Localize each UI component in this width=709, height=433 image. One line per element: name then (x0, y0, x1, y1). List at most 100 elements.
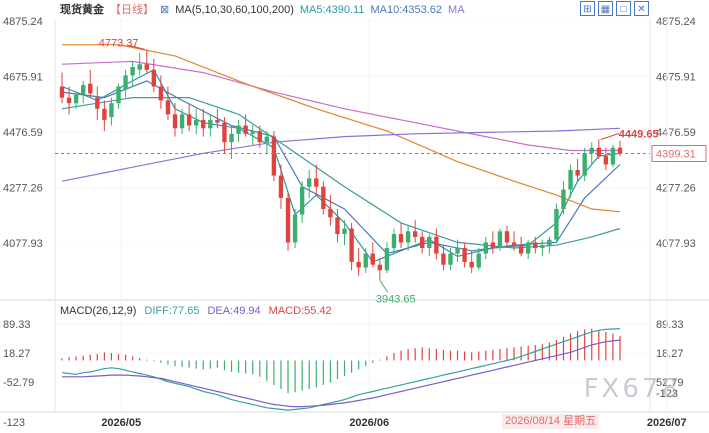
candle-up (455, 247, 460, 254)
candle-up (123, 75, 128, 90)
high-pointer (128, 44, 145, 50)
price-tick-left: 4875.24 (3, 16, 43, 28)
candle-down (518, 245, 524, 254)
candle-up (116, 86, 121, 104)
macd-tick-left: 18.27 (3, 348, 31, 360)
x-tick-label: 2026/07 (647, 417, 687, 429)
period-label[interactable]: 【日线】 (110, 4, 154, 16)
price-tick-right: 4675.91 (656, 72, 696, 84)
candle-up (194, 119, 199, 126)
candle-down (215, 119, 220, 123)
candle-up (427, 236, 432, 248)
price-tick-left: 4277.26 (3, 182, 43, 194)
candle-up (582, 153, 587, 176)
candle-up (109, 103, 114, 118)
candle-down (102, 108, 107, 120)
ma-params-label[interactable]: MA(5,10,30,60,100,200) (175, 4, 294, 16)
candle-down (490, 242, 496, 248)
candle-down (377, 264, 383, 271)
macd-dea-line (62, 339, 621, 408)
candle-up (547, 239, 552, 246)
close-icon[interactable]: ✕ (634, 1, 649, 16)
candle-up (561, 189, 566, 210)
candle-up (391, 234, 397, 248)
candle-down (370, 253, 375, 265)
candle-down (335, 217, 340, 235)
candle-up (610, 147, 616, 165)
candle-up (476, 253, 481, 268)
candle-down (144, 64, 149, 70)
candle-up (568, 170, 573, 190)
candle-down (617, 147, 623, 154)
macd-tick-left: 89.33 (3, 319, 31, 331)
ma-line-ma200 (61, 127, 621, 182)
chart-toolbar: ⊞ ▦ □ ✕ (580, 1, 649, 16)
candle-down (533, 242, 538, 248)
candle-up (229, 133, 234, 143)
candle-down (95, 97, 100, 109)
candle-up (540, 245, 545, 248)
candle-down (504, 231, 510, 243)
candle-down (151, 69, 157, 87)
candle-up (81, 85, 86, 95)
watermark-logo: FX678 (583, 374, 681, 404)
candle-up (208, 119, 213, 129)
candle-up (292, 214, 298, 243)
macd-diff-value: DIFF:77.65 (144, 305, 200, 317)
ma-chart-icon: ⊠ (160, 4, 170, 16)
candle-down (420, 236, 425, 248)
macd-legend: MACD(26,12,9) DIFF:77.65 DEA:49.94 MACD:… (60, 305, 332, 317)
candle-up (497, 231, 503, 248)
candle-down (356, 261, 361, 268)
candle-up (130, 67, 135, 76)
candle-up (384, 247, 390, 271)
candle-up (264, 136, 270, 143)
candle-down (88, 83, 93, 94)
candle-down (596, 147, 601, 157)
grid-plus-icon[interactable]: ⊞ (580, 1, 595, 16)
x-tick-label: 2026/05 (101, 417, 141, 429)
low-pointer (379, 280, 389, 293)
grid-icon[interactable]: ▦ (598, 1, 613, 16)
current-price-label: 4399.31 (656, 149, 696, 161)
candle-down (201, 119, 206, 129)
macd-tick-right: 18.27 (656, 348, 684, 360)
candle-up (179, 114, 185, 129)
candle-down (321, 186, 326, 210)
candle-down (257, 131, 262, 143)
high-annotation: 4773.37 (99, 37, 139, 49)
candle-down (186, 114, 192, 126)
candle-up (589, 147, 594, 154)
candle-down (271, 136, 277, 176)
candle-down (314, 178, 319, 187)
ma-line-ma100 (62, 44, 621, 213)
candle-down (434, 236, 439, 254)
candle-down (603, 156, 609, 165)
candle-up (448, 253, 453, 265)
chart-legend: 现货黄金 【日线】 ⊠ MA(5,10,30,60,100,200) MA5:4… (60, 2, 465, 18)
candle-down (412, 231, 418, 237)
candle-up (236, 125, 241, 134)
candle-down (59, 86, 65, 98)
ma5-value: MA5:4390.11 (299, 4, 365, 16)
candle-up (250, 131, 255, 134)
candle-down (243, 125, 248, 134)
price-tick-left: 4077.93 (3, 238, 43, 250)
candle-up (525, 242, 531, 254)
candle-up (73, 94, 79, 104)
candle-down (66, 97, 72, 104)
recent-high-annotation: 4449.65 (619, 128, 659, 140)
macd-tick-left: -52.79 (3, 377, 34, 389)
ma-line-ma10 (61, 80, 621, 255)
ma-line-ma30 (61, 96, 621, 249)
square-icon[interactable]: □ (616, 1, 631, 16)
candle-down (469, 261, 474, 268)
macd-params-label[interactable]: MACD(26,12,9) (60, 305, 137, 317)
macd-diff-line (61, 328, 621, 411)
price-tick-left: 4476.59 (3, 127, 43, 139)
macd-tick-left-partial: -123 (3, 417, 25, 429)
candle-down (285, 197, 291, 243)
price-tick-left: 4675.91 (3, 72, 43, 84)
